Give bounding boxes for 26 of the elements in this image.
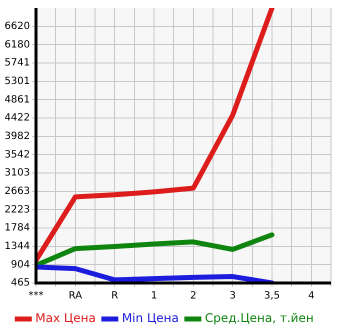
y-tick-label: 465 (10, 278, 30, 289)
y-tick-label: 6620 (4, 20, 30, 32)
y-tick-label: 3982 (4, 130, 30, 142)
y-tick-label: 3542 (4, 149, 30, 160)
y-tick-label: 5301 (4, 76, 30, 87)
y-tick-label: 4861 (4, 94, 30, 106)
y-tick-label: 1344 (4, 240, 30, 252)
legend-label: Max Цена (35, 311, 96, 326)
x-tick-label: *** (28, 290, 44, 302)
y-tick-label: 904 (10, 259, 30, 270)
x-tick-label: 1 (150, 290, 158, 302)
x-tick-label: R (111, 290, 118, 302)
legend-label: Min Цена (122, 311, 179, 326)
y-tick-label: 4422 (4, 112, 30, 124)
y-tick-label: 6180 (4, 39, 30, 50)
legend-label: Сред.Цена, т.йен (204, 311, 314, 326)
y-tick-label: 1784 (4, 222, 30, 234)
x-tick-label: RA (68, 290, 82, 302)
y-tick-label: 3103 (4, 168, 30, 179)
x-tick-label: 2 (190, 290, 197, 302)
y-tick-label: 2663 (4, 186, 30, 197)
x-tick-label: 4 (308, 290, 315, 302)
x-tick-label: 3 (229, 290, 236, 302)
x-tick-label: 3,5 (264, 290, 280, 302)
y-tick-label: 2223 (4, 204, 30, 216)
y-tick-label: 5741 (4, 58, 30, 69)
